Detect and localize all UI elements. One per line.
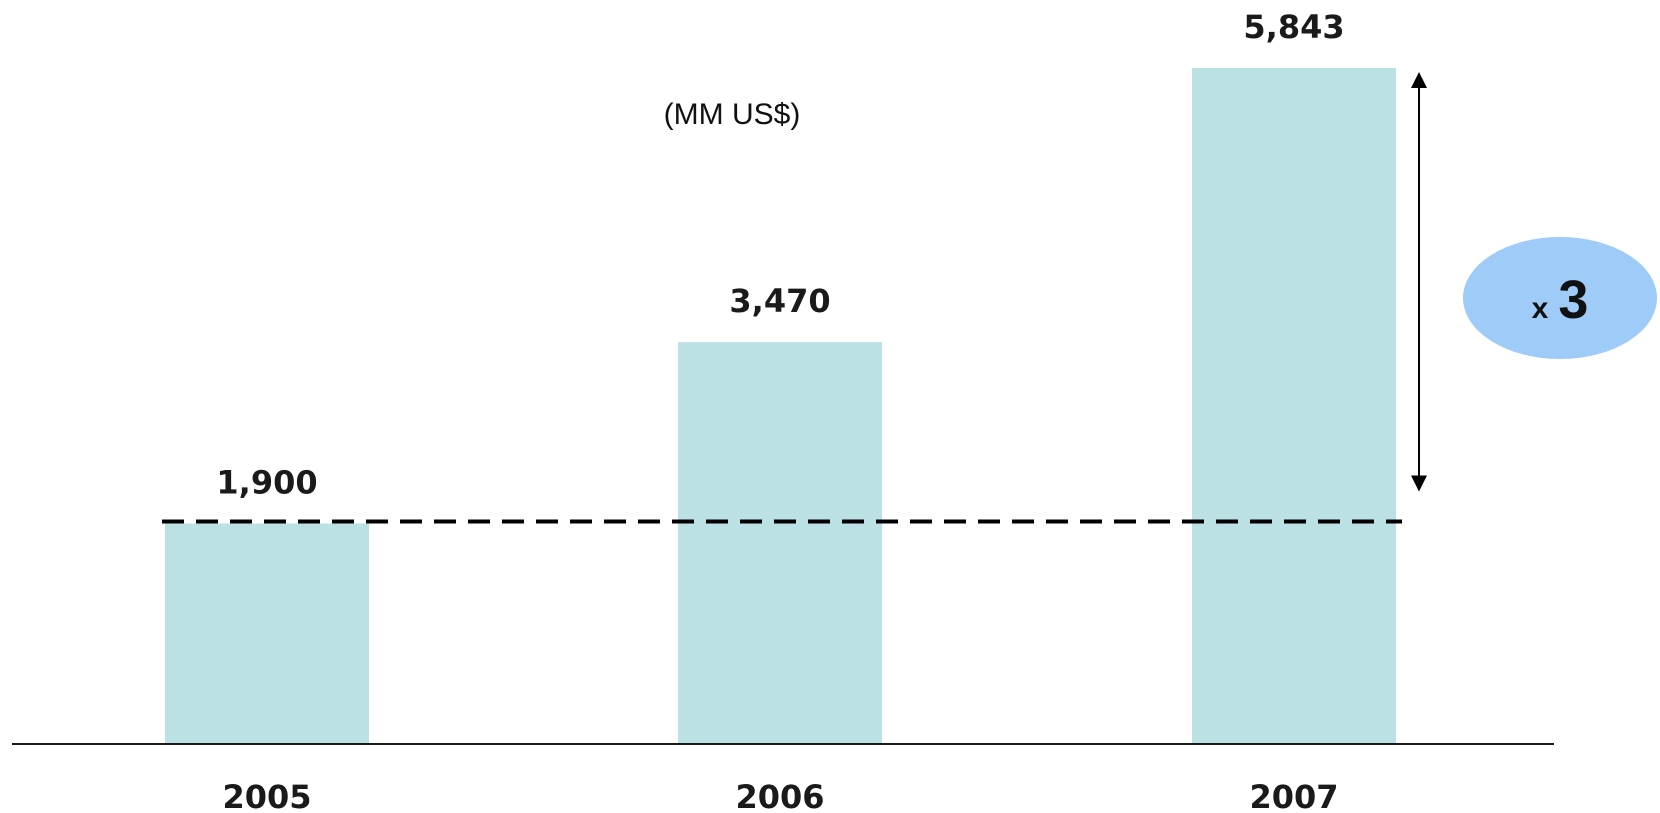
bar-2006 [678,342,882,743]
bars-group [165,68,1396,743]
bar-value-label-2006: 3,470 [729,282,830,320]
bar-2007 [1192,68,1396,743]
badge-ellipse [1463,237,1657,359]
tick-labels-group: 2005 2006 2007 [222,778,1338,813]
unit-label: (MM US$) [664,98,801,131]
growth-arrow-head-up [1411,72,1427,88]
x-tick-label-2006: 2006 [735,778,824,813]
x-tick-label-2007: 2007 [1249,778,1338,813]
growth-arrow [1411,72,1427,492]
bar-value-label-2005: 1,900 [216,464,317,502]
bar-2005 [165,523,369,743]
badge-multiplier: 3 [1558,270,1588,330]
x-tick-label-2005: 2005 [222,778,311,813]
badge-prefix: x [1532,292,1549,325]
value-labels-group: 1,900 3,470 5,843 [216,8,1344,502]
bar-value-label-2007: 5,843 [1243,8,1344,46]
growth-arrow-head-down [1411,475,1427,492]
